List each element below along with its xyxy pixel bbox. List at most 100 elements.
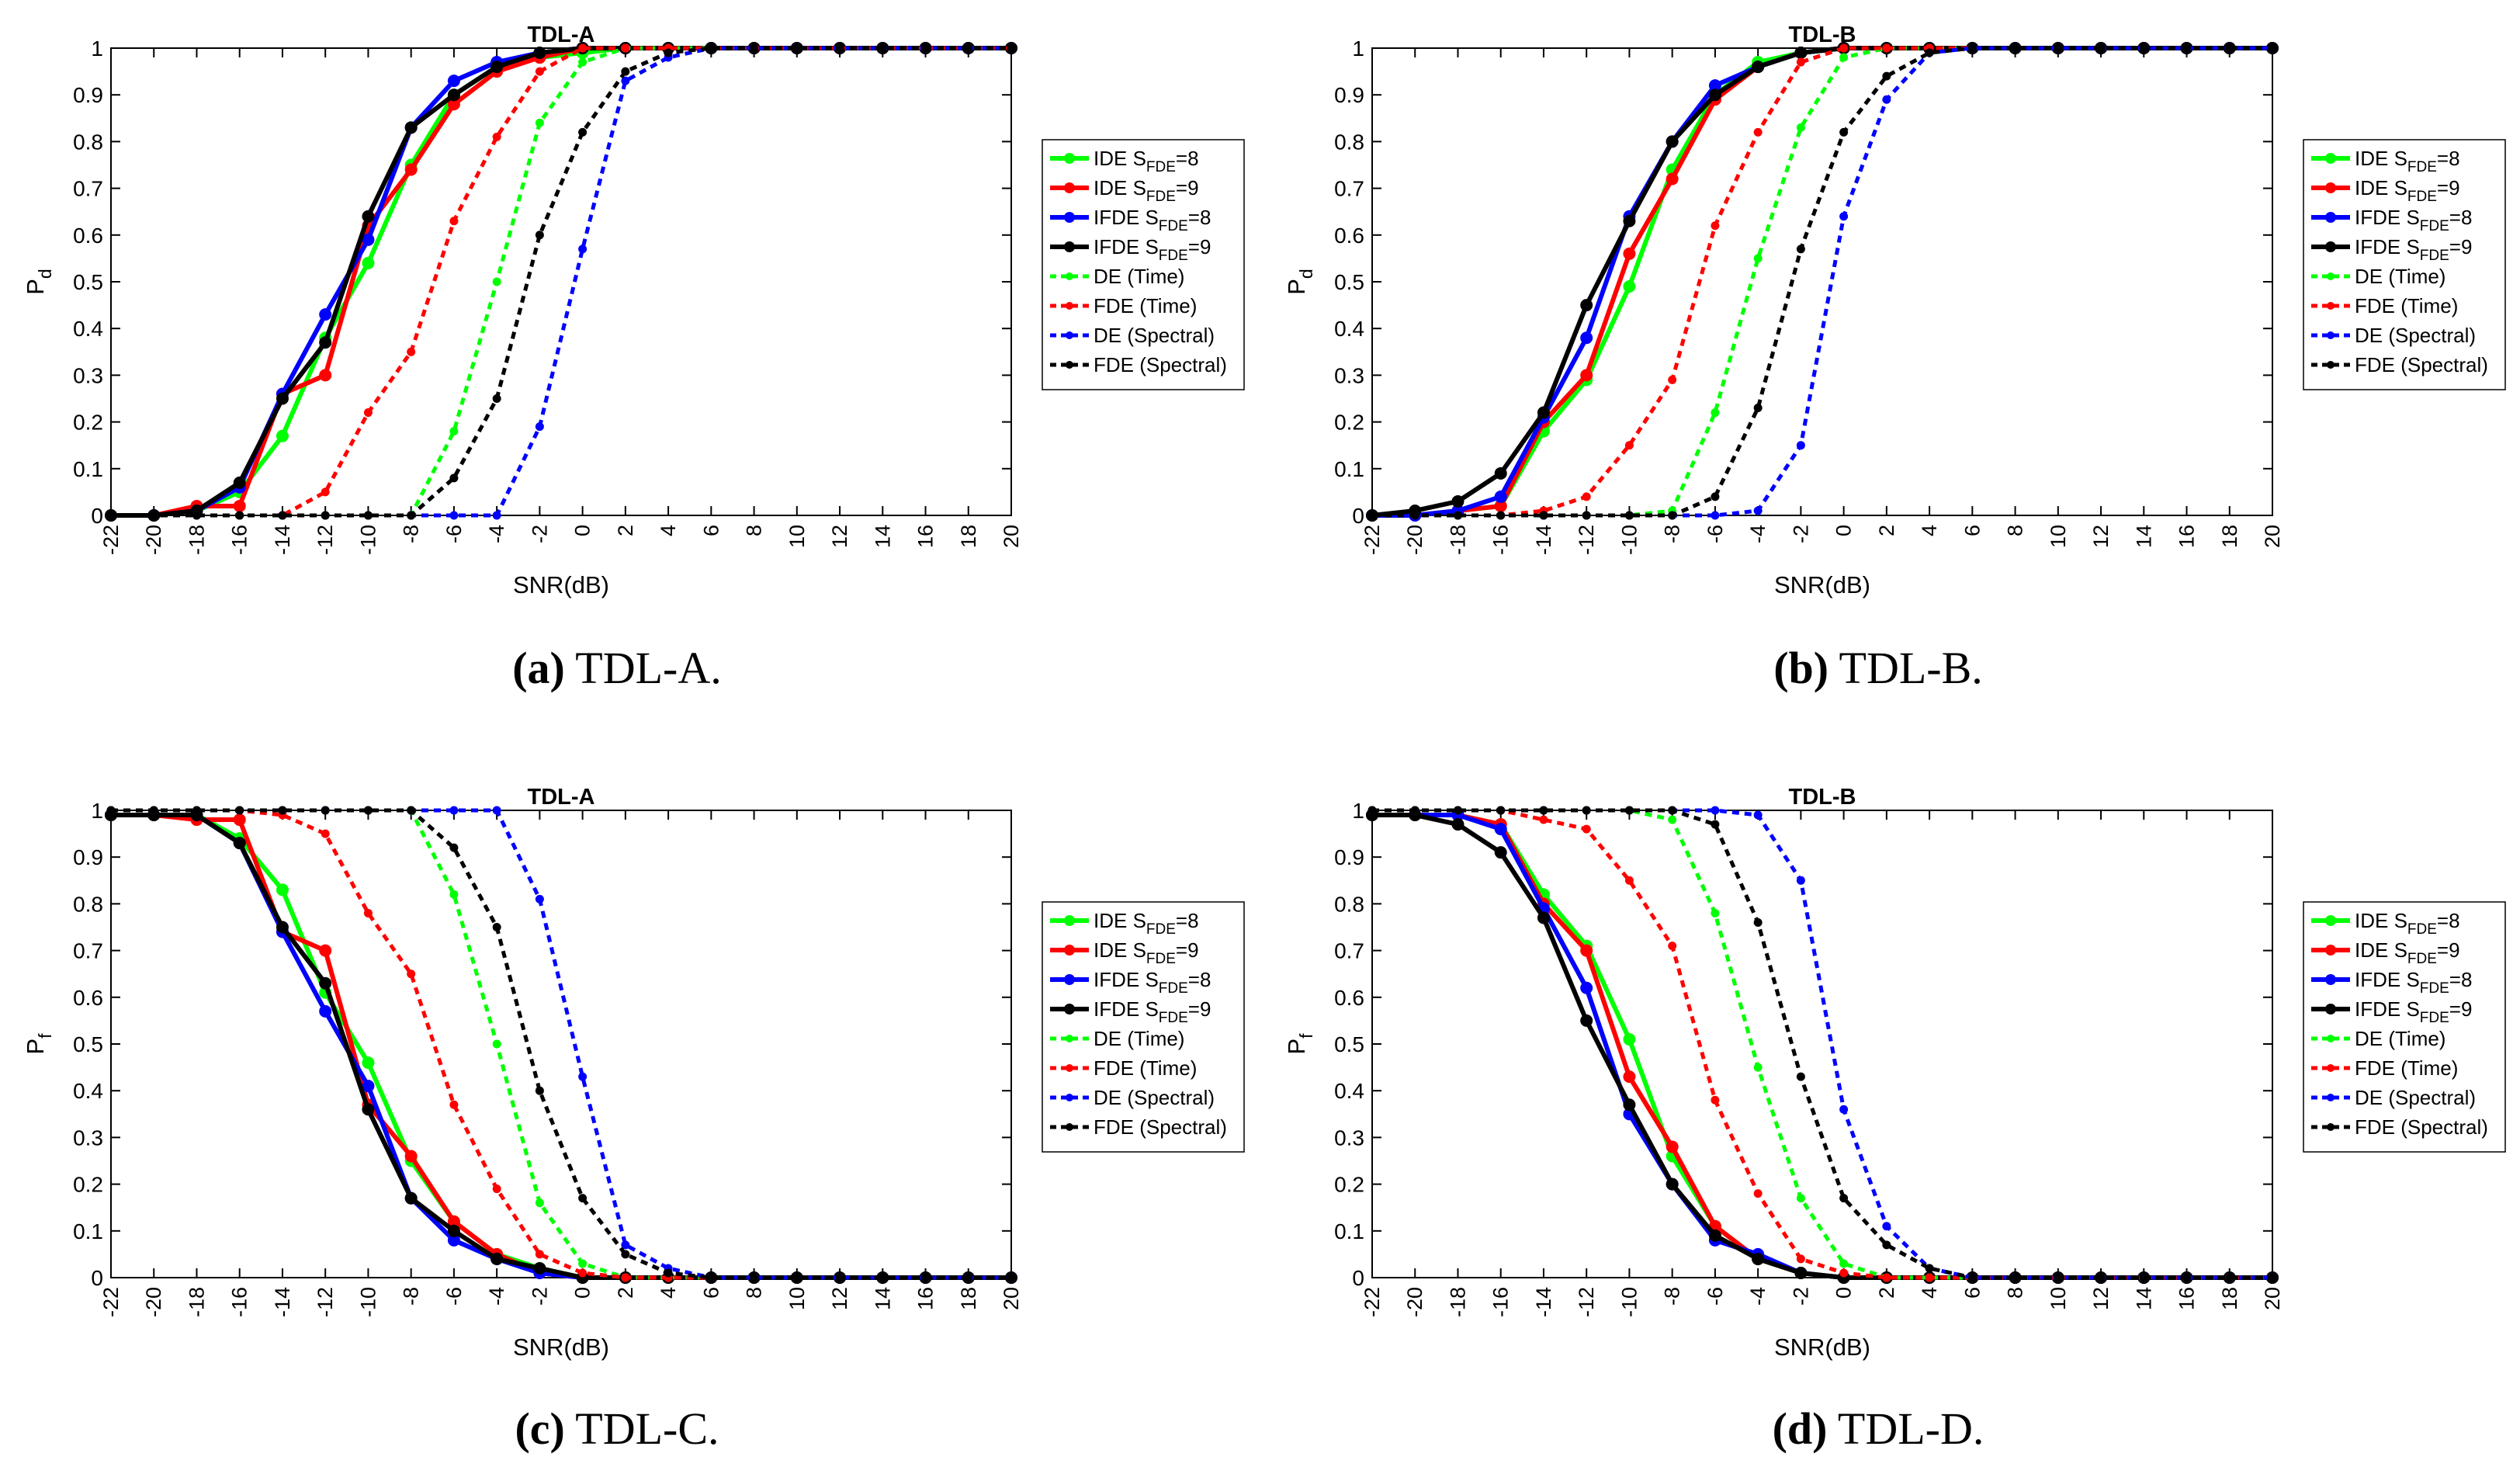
data-point	[1624, 511, 1634, 520]
x-tick-label: 16	[2175, 525, 2199, 548]
data-point	[278, 806, 287, 815]
y-tick-label: 0.7	[1334, 939, 1364, 963]
data-point	[319, 308, 332, 321]
data-point	[664, 48, 673, 57]
data-point	[149, 806, 158, 815]
data-point	[1367, 511, 1377, 520]
plot-area	[1371, 47, 2273, 516]
data-point	[535, 231, 544, 240]
legend-box	[2303, 139, 2506, 390]
x-axis-label: SNR(dB)	[513, 1334, 609, 1361]
y-tick-label: 0.2	[1334, 411, 1364, 435]
data-point	[1925, 1264, 1934, 1273]
legend-marker	[2327, 361, 2335, 369]
x-tick-label: 16	[914, 525, 938, 548]
data-point	[1708, 1229, 1721, 1242]
x-tick-label: 2	[1875, 1287, 1898, 1299]
legend-marker	[2327, 1123, 2335, 1131]
data-point	[535, 1250, 544, 1259]
data-point	[535, 67, 544, 76]
data-point	[1882, 1273, 1891, 1282]
data-point	[578, 1194, 588, 1203]
plot-area	[110, 810, 1012, 1278]
y-tick-label: 0.8	[73, 130, 103, 154]
data-point	[492, 923, 501, 931]
x-tick-label: 0	[571, 1287, 594, 1299]
data-point	[535, 894, 544, 904]
data-point	[578, 1072, 588, 1081]
data-point	[407, 511, 416, 520]
y-tick-label: 0	[91, 504, 103, 528]
legend-entry: DE (Spectral)	[1094, 324, 1215, 347]
x-tick-label: 8	[2004, 525, 2027, 536]
legend-entry: IFDE SFDE=9	[1094, 997, 1211, 1026]
data-point	[404, 121, 418, 134]
data-point	[621, 1273, 630, 1282]
y-tick-label: 0.9	[1334, 845, 1364, 869]
data-point	[2054, 1273, 2063, 1282]
data-point	[1711, 492, 1720, 501]
y-tick-label: 0.5	[1334, 1032, 1364, 1056]
data-point	[1007, 43, 1016, 53]
series-line-8	[1372, 46, 2272, 518]
x-tick-label: 2	[614, 1287, 637, 1299]
legend-entry: IDE SFDE=9	[2355, 938, 2460, 967]
data-point	[1580, 299, 1593, 312]
data-point	[1708, 88, 1721, 102]
x-tick-label: -4	[1746, 525, 1770, 543]
data-point	[407, 969, 416, 979]
x-tick-label: -8	[1661, 525, 1684, 543]
y-tick-label: 0.6	[73, 224, 103, 248]
data-point	[1839, 43, 1849, 53]
data-point	[1494, 846, 1507, 859]
y-tick-label: 1	[1352, 799, 1364, 823]
y-tick-label: 0.7	[73, 177, 103, 201]
x-tick-label: 16	[2175, 1287, 2199, 1310]
data-point	[363, 408, 373, 418]
x-tick-label: -16	[228, 1287, 251, 1317]
x-tick-label: -14	[1532, 1287, 1555, 1317]
y-tick-label: 1	[1352, 36, 1364, 61]
data-point	[319, 369, 332, 382]
legend-entry: IFDE SFDE=8	[1094, 206, 1211, 234]
x-tick-label: -14	[271, 525, 294, 555]
legend-entry: IDE SFDE=8	[1094, 909, 1199, 938]
data-point	[2225, 1273, 2234, 1282]
x-tick-label: -8	[400, 525, 423, 543]
x-tick-label: 6	[1960, 1287, 1984, 1299]
data-point	[1753, 254, 1763, 263]
data-point	[192, 806, 201, 815]
data-point	[233, 813, 246, 827]
x-tick-label: 20	[2261, 525, 2284, 548]
data-point	[2139, 43, 2148, 53]
legend-marker	[2325, 974, 2336, 985]
data-point	[276, 429, 289, 442]
legend-entry: FDE (Spectral)	[2355, 1115, 2488, 1139]
x-tick-label: 6	[1960, 525, 1984, 536]
data-point	[449, 473, 459, 483]
data-point	[750, 1273, 759, 1282]
x-tick-label: -12	[1575, 525, 1598, 555]
data-point	[1494, 823, 1507, 836]
legend-marker	[1064, 153, 1075, 164]
data-point	[1753, 506, 1763, 515]
y-tick-label: 0.1	[73, 1219, 103, 1243]
data-point	[492, 1184, 501, 1194]
x-tick-label: -10	[356, 525, 380, 555]
x-tick-label: -22	[1361, 525, 1384, 555]
data-point	[447, 1224, 460, 1237]
y-tick-label: 0.2	[73, 1173, 103, 1197]
legend-entry: FDE (Time)	[2355, 1056, 2458, 1080]
legend-marker	[1064, 182, 1075, 193]
data-point	[449, 890, 459, 899]
legend-marker	[2327, 1035, 2335, 1042]
legend-entry: IDE SFDE=8	[1094, 147, 1199, 175]
data-point	[1882, 1222, 1891, 1231]
legend-entry: IDE SFDE=9	[2355, 176, 2460, 205]
data-point	[2096, 1273, 2106, 1282]
legend-entry: IDE SFDE=9	[1094, 938, 1199, 967]
data-point	[407, 347, 416, 356]
data-point	[1796, 1072, 1805, 1081]
plot-area	[1371, 810, 2273, 1278]
data-point	[233, 476, 246, 489]
